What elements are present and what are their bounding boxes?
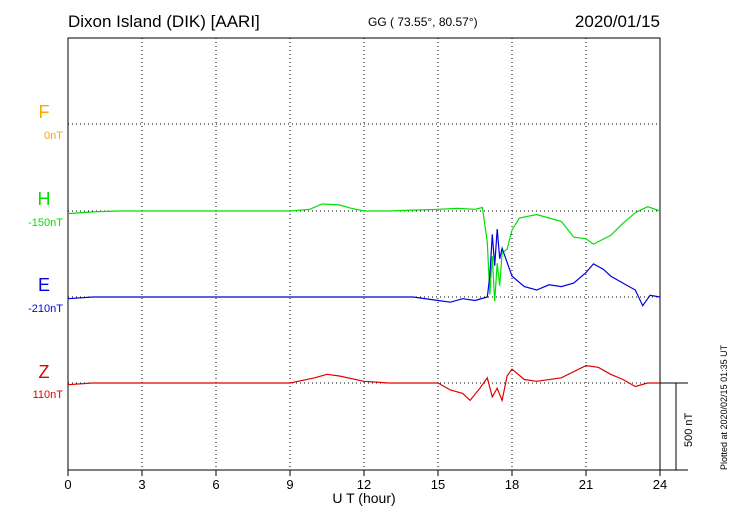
grid-lines bbox=[68, 38, 660, 470]
station-coordinates: GG ( 73.55°, 80.57°) bbox=[368, 15, 478, 29]
series-baseline-z: 110nT bbox=[33, 389, 64, 401]
series-line-z bbox=[67, 364, 660, 403]
series-labels: F 0nT H -150nT E -210nT Z 110nT bbox=[28, 102, 63, 401]
series-baseline-h: -150nT bbox=[28, 217, 63, 229]
chart-date: 2020/01/15 bbox=[574, 12, 660, 31]
series-name-z: Z bbox=[39, 362, 50, 382]
series-line-e bbox=[67, 229, 661, 307]
series-name-f: F bbox=[39, 102, 50, 122]
series-lines bbox=[67, 203, 661, 403]
x-tick-label: 15 bbox=[431, 477, 445, 492]
series-baseline-e: -210nT bbox=[28, 303, 63, 315]
series-line-h bbox=[67, 203, 661, 302]
x-tick-label: 9 bbox=[286, 477, 293, 492]
scale-bar: 500 nT bbox=[660, 382, 695, 471]
x-tick-label: 6 bbox=[212, 477, 219, 492]
x-axis-label: U T (hour) bbox=[332, 490, 395, 506]
scale-bar-label: 500 nT bbox=[683, 412, 695, 447]
series-name-e: E bbox=[38, 275, 50, 295]
x-tick-label: 24 bbox=[653, 477, 667, 492]
x-tick-label: 18 bbox=[505, 477, 519, 492]
series-baseline-f: 0nT bbox=[44, 130, 63, 142]
series-name-h: H bbox=[38, 189, 51, 209]
x-tick-label: 3 bbox=[138, 477, 145, 492]
x-tick-label: 12 bbox=[357, 477, 371, 492]
x-axis-ticks: 0 3 6 9 12 15 18 21 24 bbox=[64, 470, 667, 492]
x-tick-label: 21 bbox=[579, 477, 593, 492]
x-tick-label: 0 bbox=[64, 477, 71, 492]
chart-title: Dixon Island (DIK) [AARI] bbox=[68, 12, 260, 31]
